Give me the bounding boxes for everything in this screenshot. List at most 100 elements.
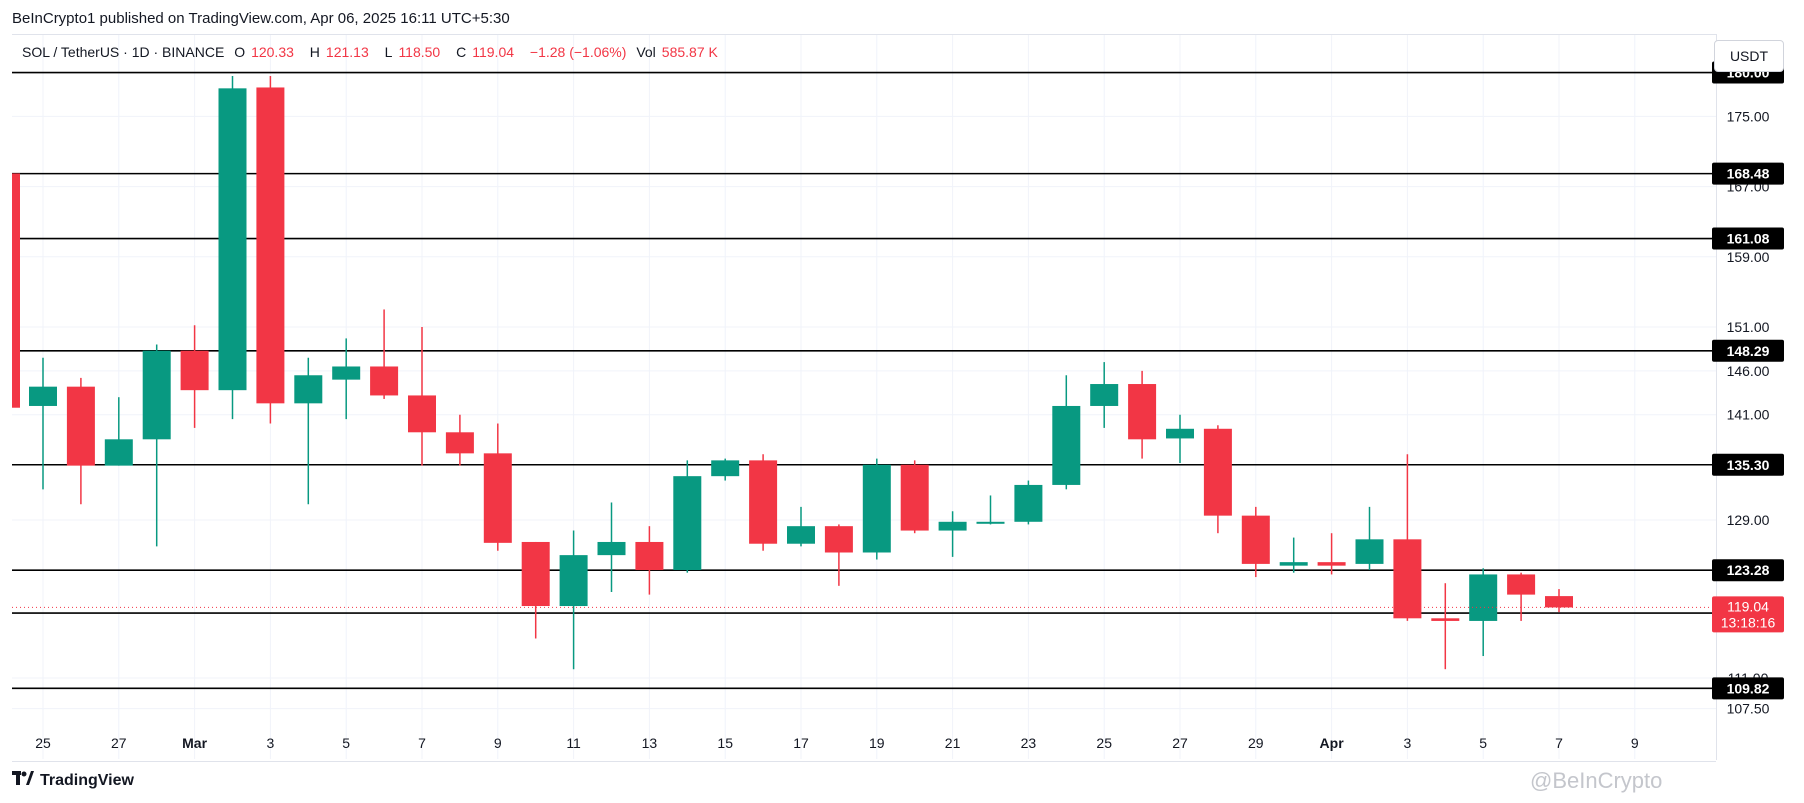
level-label: 148.29 [1727, 343, 1770, 359]
time-tick-label: Apr [1320, 735, 1345, 751]
time-tick-label: 17 [793, 735, 809, 751]
time-tick-label: 19 [869, 735, 885, 751]
candle-partial [12, 173, 20, 408]
candle-body [1355, 539, 1384, 564]
level-label-box [1712, 453, 1784, 476]
candle-body [938, 521, 967, 531]
time-tick-label: 25 [35, 735, 51, 751]
candle-body [597, 541, 626, 556]
candle-body [256, 87, 285, 404]
high-label: H [309, 44, 320, 60]
time-tick-label: 23 [1021, 735, 1037, 751]
candle-body [1014, 484, 1043, 522]
candle-body [1507, 574, 1536, 595]
candle-body [1317, 562, 1346, 566]
open-value: 120.33 [251, 44, 294, 60]
time-tick-label: 5 [342, 735, 350, 751]
chart-pane[interactable] [12, 34, 1716, 762]
candle-body [673, 476, 702, 571]
candle-body [1166, 428, 1194, 439]
candle-body [294, 375, 323, 404]
publisher-line: BeInCrypto1 published on TradingView.com… [12, 10, 510, 27]
price-tick-label: 175.00 [1727, 108, 1770, 124]
candle-body [787, 526, 815, 544]
tradingview-logo[interactable]: TradingView [12, 771, 134, 790]
level-label-box [1712, 162, 1784, 185]
symbol-title[interactable]: SOL / TetherUS · 1D · BINANCE [22, 44, 225, 60]
candle-body [862, 464, 891, 553]
candle-body [483, 453, 512, 543]
change-value: −1.28 (−1.06%) [529, 44, 627, 60]
level-label: 168.48 [1727, 166, 1770, 182]
candle-body [445, 432, 474, 454]
time-tick-label: Mar [182, 735, 207, 751]
time-axis: 25 27 Mar 3 5 7 9 11 13 15 17 19 21 23 25 27 29 Apr 3 5 7 9 [35, 735, 1639, 751]
candle-body [976, 521, 1005, 524]
price-axis-divider [1716, 34, 1717, 760]
price-tick-label: 159.00 [1727, 249, 1770, 265]
time-tick-label: 15 [717, 735, 733, 751]
candle-body [332, 366, 361, 380]
level-label-box [1712, 227, 1784, 250]
candle-body [1128, 384, 1157, 440]
candle-body [1203, 428, 1232, 516]
candle-body [824, 526, 853, 553]
candle-body [1545, 596, 1573, 608]
time-tick-label: 5 [1479, 735, 1487, 751]
candle-body [900, 464, 929, 531]
candle-body [104, 439, 133, 466]
open-label: O [234, 44, 246, 60]
high-value: 121.13 [325, 44, 369, 60]
candle-body [66, 386, 95, 466]
level-label-box [1712, 559, 1784, 582]
last-price-box [1712, 596, 1784, 633]
time-tick-label: 3 [1404, 735, 1412, 751]
tradingview-brand: TradingView [40, 772, 134, 789]
candle-body [1052, 405, 1081, 485]
low-value: 118.50 [398, 44, 441, 60]
support-resistance-levels [12, 71, 1716, 690]
candle-body [635, 541, 664, 571]
close-label: C [456, 44, 467, 60]
time-tick-label: 21 [945, 735, 961, 751]
time-tick-label: 11 [566, 735, 581, 751]
candle-body [1090, 384, 1119, 406]
tradingview-logo-icon [12, 771, 34, 790]
candle-body [1431, 618, 1460, 621]
currency-button[interactable]: USDT [1714, 40, 1784, 72]
last-price-label: 119.04 [1727, 598, 1769, 614]
price-tick-label: 129.00 [1727, 512, 1770, 528]
candle-body [711, 460, 740, 477]
level-label: 123.28 [1727, 562, 1770, 578]
candle-body [1241, 515, 1270, 564]
time-tick-label: 25 [1096, 735, 1112, 751]
candle-body [559, 555, 588, 607]
close-value: 119.04 [472, 44, 515, 60]
candle-body [1279, 562, 1308, 566]
candle-body [180, 350, 209, 391]
candle-body [29, 386, 57, 406]
beincrypto-watermark: @BeInCrypto [1530, 768, 1663, 793]
low-label: L [384, 44, 393, 60]
volume-label: Vol [636, 44, 656, 60]
level-label: 161.08 [1727, 231, 1770, 247]
candle-body [218, 88, 247, 391]
level-label: 109.82 [1727, 680, 1770, 696]
countdown-label: 13:18:16 [1721, 614, 1776, 630]
price-tick-label: 141.00 [1727, 407, 1770, 423]
candle-body [370, 366, 399, 396]
candle-body [408, 395, 436, 433]
time-tick-label: 13 [642, 735, 658, 751]
candle-body [1469, 574, 1498, 621]
candle-body [142, 350, 171, 440]
time-tick-label: 29 [1248, 735, 1264, 751]
time-tick-label: 9 [494, 735, 502, 751]
level-label-box [1712, 339, 1784, 362]
level-label-box [1712, 677, 1784, 700]
time-tick-label: 27 [111, 735, 127, 751]
volume-value: 585.87 K [661, 44, 718, 60]
time-tick-label: 27 [1172, 735, 1188, 751]
